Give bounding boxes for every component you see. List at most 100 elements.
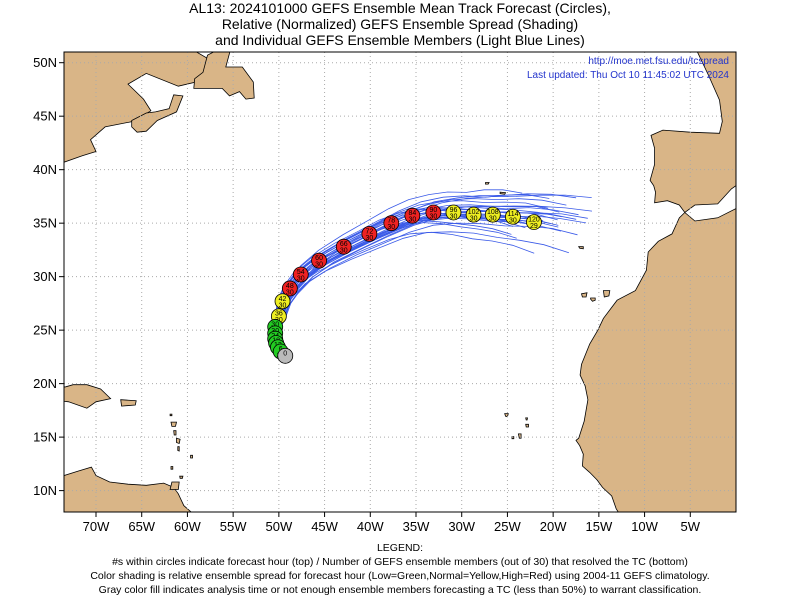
x-tick: 45W (311, 512, 339, 534)
x-tick-label: 45W (311, 519, 338, 534)
legend-line-1: #s within circles indicate forecast hour… (112, 556, 688, 568)
legend-line-3: Gray color fill indicates analysis time … (98, 584, 702, 596)
x-tick-label: 30W (448, 519, 475, 534)
x-tick: 50W (265, 512, 293, 534)
forecast-hour-label: 30 (271, 321, 279, 328)
trinidad-island (169, 481, 180, 490)
y-tick: 25N (33, 323, 64, 338)
title-line-2: Relative (Normalized) GEFS Ensemble Spre… (221, 16, 579, 32)
x-tick-label: 50W (265, 519, 292, 534)
x-tick-label: 15W (585, 519, 612, 534)
member-count-label: 30 (509, 218, 517, 225)
member-count-label: 30 (340, 248, 348, 255)
forecast-hour-label: 78 (387, 218, 395, 225)
x-tick: 35W (403, 512, 430, 534)
x-tick: 25W (494, 512, 522, 534)
x-tick-label: 35W (403, 519, 430, 534)
forecast-point-circle (335, 238, 352, 255)
dominica-island (173, 430, 177, 436)
x-tick: 30W (448, 512, 476, 534)
forecast-point-circle (445, 204, 462, 221)
last-updated: Last updated: Thu Oct 10 11:45:02 UTC 20… (527, 70, 729, 81)
x-tick-label: 5W (681, 519, 701, 534)
puerto-rico-island (120, 399, 137, 407)
antigua-island (169, 413, 173, 417)
y-tick: 15N (33, 430, 64, 445)
member-count-label: 30 (286, 289, 294, 296)
martinique-island (176, 437, 181, 445)
x-tick: 60W (174, 512, 202, 534)
member-count-label: 30 (450, 213, 458, 220)
x-tick-label: 20W (540, 519, 567, 534)
x-tick: 15W (585, 512, 613, 534)
y-tick: 45N (33, 109, 64, 124)
y-tick-label: 35N (33, 216, 57, 231)
y-tick-label: 20N (33, 376, 57, 391)
forecast-hour-label: 54 (297, 269, 305, 276)
y-tick: 35N (33, 216, 64, 231)
africa-landmass (575, 208, 736, 512)
member-count-label: 30 (279, 302, 287, 309)
title-line-1: AL13: 2024101000 GEFS Ensemble Mean Trac… (189, 0, 611, 16)
x-tick-label: 25W (494, 519, 521, 534)
y-tick-label: 40N (33, 162, 57, 177)
forecast-point-circle (505, 208, 521, 225)
canary-fuerteventura (602, 290, 611, 298)
legend-heading: LEGEND: (376, 542, 424, 554)
member-count-label: 30 (408, 217, 416, 224)
x-tick-label: 40W (357, 519, 384, 534)
forecast-hour-label: 102 (468, 209, 480, 216)
x-tick: 20W (540, 512, 567, 534)
barbados-island (190, 454, 193, 459)
y-tick-label: 15N (33, 430, 57, 445)
member-count-label: 30 (297, 276, 305, 283)
landmasses (64, 52, 736, 512)
forecast-point-circle (277, 347, 294, 364)
forecast-point-circle (465, 206, 482, 223)
forecast-point-circle (274, 293, 291, 310)
forecast-hour-label: 96 (450, 207, 458, 214)
azores-sao-miguel (499, 191, 507, 195)
canary-gran-canaria (590, 297, 596, 302)
newfoundland-island (193, 52, 255, 100)
x-tick: 70W (83, 512, 110, 534)
canary-tenerife (580, 292, 588, 298)
forecast-hour-label: 36 (275, 311, 283, 318)
forecast-point: 0 (277, 347, 294, 364)
x-tick: 5W (681, 512, 701, 534)
x-tick: 10W (631, 512, 659, 534)
forecast-hour-label: 120 (528, 217, 540, 224)
forecast-mean-track: 1202911430108301023096309030843078307230… (267, 204, 542, 364)
forecast-point-circle (484, 206, 501, 223)
forecast-point-circle (404, 207, 421, 224)
forecast-hour-label: 72 (365, 228, 373, 235)
forecast-hour-label: 48 (286, 283, 294, 290)
x-tick: 40W (357, 512, 384, 534)
x-tick-label: 60W (174, 519, 201, 534)
x-tick-label: 55W (220, 519, 247, 534)
forecast-hour-label: 60 (315, 255, 323, 262)
y-tick-label: 45N (33, 109, 57, 124)
x-tick-label: 10W (631, 519, 658, 534)
madeira-island (577, 246, 584, 250)
x-tick: 55W (220, 512, 247, 534)
y-tick-label: 50N (33, 55, 57, 70)
member-count-label: 29 (530, 223, 538, 230)
forecast-hour-label: 114 (507, 211, 518, 218)
azores-terceira (485, 182, 490, 185)
cape-verde-sal (525, 417, 528, 421)
source-url[interactable]: http://moe.met.fsu.edu/tcspread (588, 56, 729, 67)
hispaniola-island (64, 384, 112, 409)
forecast-point-circle (311, 252, 327, 269)
guadeloupe-island (170, 421, 178, 427)
forecast-point-circle (281, 280, 298, 297)
member-count-label: 30 (489, 216, 497, 223)
